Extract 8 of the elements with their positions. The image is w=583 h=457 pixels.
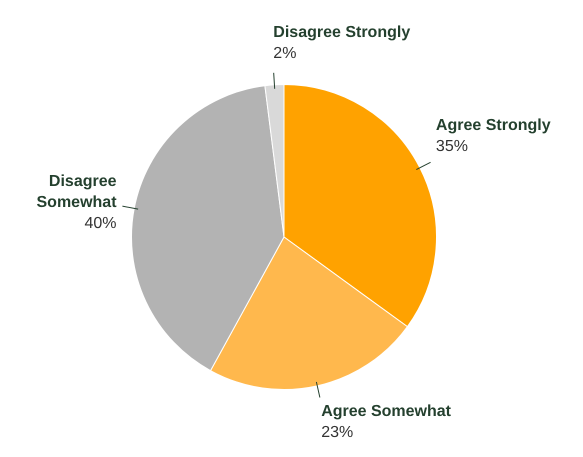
slice-label: Disagree Strongly (273, 24, 410, 42)
data-label: 35% (436, 138, 468, 155)
slice-label: Agree Strongly (436, 117, 551, 134)
data-label: 23% (321, 424, 354, 441)
data-label: 2% (273, 45, 296, 62)
slice-label: Disagree Somewhat (36, 172, 118, 211)
slice-label: Agree Somewhat (321, 402, 452, 420)
data-label: 40% (84, 214, 117, 232)
